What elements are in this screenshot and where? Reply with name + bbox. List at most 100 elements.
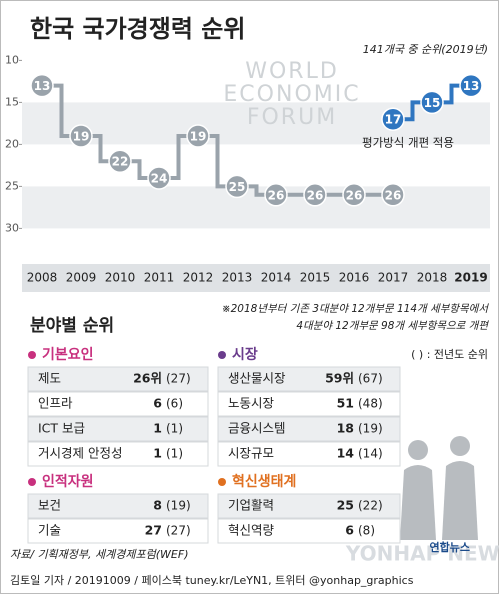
note: 4대분야 12개부문 98개 세부항목으로 개편 bbox=[296, 320, 489, 332]
data-label: 19 bbox=[190, 130, 207, 144]
brand: 연합뉴스 bbox=[430, 540, 470, 554]
row-name: 기술 bbox=[38, 523, 61, 538]
credit: 김토일 기자 / 20191009 / 페이스북 tuney.kr/LeYN1,… bbox=[10, 573, 414, 587]
data-label: 13 bbox=[34, 79, 51, 93]
x-tick-label: 2013 bbox=[222, 271, 253, 285]
row-prev: (19) bbox=[166, 499, 191, 513]
y-tick-label: 10 bbox=[5, 53, 19, 66]
row-bg bbox=[27, 493, 209, 519]
row-prev: (19) bbox=[358, 422, 383, 436]
row-prev: (14) bbox=[358, 447, 383, 461]
point bbox=[186, 124, 210, 148]
x-tick-label: 2019 bbox=[454, 271, 487, 285]
data-label: 26 bbox=[268, 188, 285, 202]
logo-text: ECONOMIC bbox=[223, 82, 360, 107]
point bbox=[459, 73, 483, 98]
row-rank: 18 bbox=[337, 421, 354, 436]
x-tick-label: 2009 bbox=[66, 271, 97, 285]
point bbox=[30, 73, 54, 98]
y-tick-label: 15 bbox=[5, 95, 19, 108]
row-bg bbox=[217, 441, 401, 467]
point bbox=[69, 124, 93, 148]
row-rank: 27 bbox=[145, 523, 162, 538]
row-rank: 6 bbox=[345, 523, 354, 538]
point bbox=[420, 90, 444, 115]
point bbox=[342, 183, 366, 207]
data-label: 26 bbox=[385, 188, 402, 202]
row-prev: (48) bbox=[358, 397, 383, 411]
data-label: 15 bbox=[424, 96, 441, 110]
row-bg bbox=[27, 366, 209, 392]
y-tick-label: 20 bbox=[5, 137, 19, 150]
row-name: 인프라 bbox=[38, 396, 73, 411]
x-tick-label: 2014 bbox=[261, 271, 292, 285]
x-tick-label: 2011 bbox=[144, 271, 175, 285]
point bbox=[381, 107, 405, 131]
row-rank: 8 bbox=[153, 498, 162, 513]
row-prev: (8) bbox=[358, 524, 375, 538]
section-title: 분야별 순위 bbox=[30, 316, 114, 336]
row-bg bbox=[217, 518, 401, 544]
point bbox=[108, 149, 132, 173]
row-rank: 26위 bbox=[133, 371, 162, 386]
point bbox=[147, 166, 171, 190]
row-rank: 25 bbox=[337, 498, 354, 513]
row-name: 시장규모 bbox=[228, 446, 274, 461]
data-label: 17 bbox=[385, 113, 402, 127]
row-bg bbox=[27, 416, 209, 442]
row-rank: 6 bbox=[153, 396, 162, 411]
x-tick-label: 2010 bbox=[105, 271, 136, 285]
group-title: 시장 bbox=[232, 346, 258, 363]
row-bg bbox=[217, 493, 401, 519]
data-label: 25 bbox=[229, 180, 246, 194]
bullet bbox=[218, 478, 226, 486]
row-bg bbox=[217, 416, 401, 442]
point bbox=[303, 183, 327, 207]
row-rank: 1 bbox=[153, 421, 162, 436]
data-label: 22 bbox=[112, 155, 129, 169]
row-rank: 51 bbox=[337, 396, 354, 411]
data-label: 26 bbox=[307, 188, 324, 202]
row-name: 보건 bbox=[38, 498, 61, 513]
row-rank: 14 bbox=[337, 446, 355, 461]
chart-title: 한국 국가경쟁력 순위 bbox=[30, 15, 245, 43]
row-name: 혁신역량 bbox=[228, 523, 275, 538]
x-axis-band bbox=[22, 264, 490, 292]
row-name: 제도 bbox=[38, 371, 61, 386]
x-tick-label: 2016 bbox=[339, 271, 370, 285]
row-prev: (1) bbox=[166, 447, 183, 461]
row-prev: (67) bbox=[358, 372, 383, 386]
y-tick-label: 30 bbox=[5, 221, 19, 234]
bullet bbox=[28, 351, 36, 359]
annotation: 평가방식 개편 적용 bbox=[362, 136, 454, 150]
group-title: 인적자원 bbox=[42, 473, 94, 490]
point bbox=[381, 183, 405, 207]
row-bg bbox=[217, 366, 401, 392]
row-bg bbox=[27, 441, 209, 467]
data-label: 24 bbox=[151, 172, 168, 186]
row-prev: (6) bbox=[166, 397, 183, 411]
row-bg bbox=[27, 518, 209, 544]
row-rank: 59위 bbox=[325, 371, 354, 386]
data-label: 26 bbox=[346, 188, 363, 202]
row-name: 생산물시장 bbox=[228, 371, 286, 386]
row-prev: (27) bbox=[166, 372, 191, 386]
row-rank: 1 bbox=[153, 446, 162, 461]
x-tick-label: 2008 bbox=[27, 271, 58, 285]
group-title: 혁신생태계 bbox=[232, 473, 296, 490]
row-bg bbox=[27, 391, 209, 417]
row-name: ICT 보급 bbox=[38, 421, 85, 436]
point bbox=[225, 174, 249, 199]
row-name: 기업활력 bbox=[228, 498, 274, 513]
bullet bbox=[28, 478, 36, 486]
watermark: YONHAP NEWS bbox=[345, 542, 499, 566]
note: ※2018년부터 기존 3대분야 12개부문 114개 세부항목에서 bbox=[222, 303, 490, 315]
group-title: 기본요인 bbox=[42, 346, 94, 363]
row-prev: (1) bbox=[166, 422, 183, 436]
subtitle: 141개국 중 순위(2019년) bbox=[363, 43, 488, 56]
x-tick-label: 2018 bbox=[417, 271, 448, 285]
data-label: 13 bbox=[463, 79, 480, 93]
x-tick-label: 2015 bbox=[300, 271, 331, 285]
